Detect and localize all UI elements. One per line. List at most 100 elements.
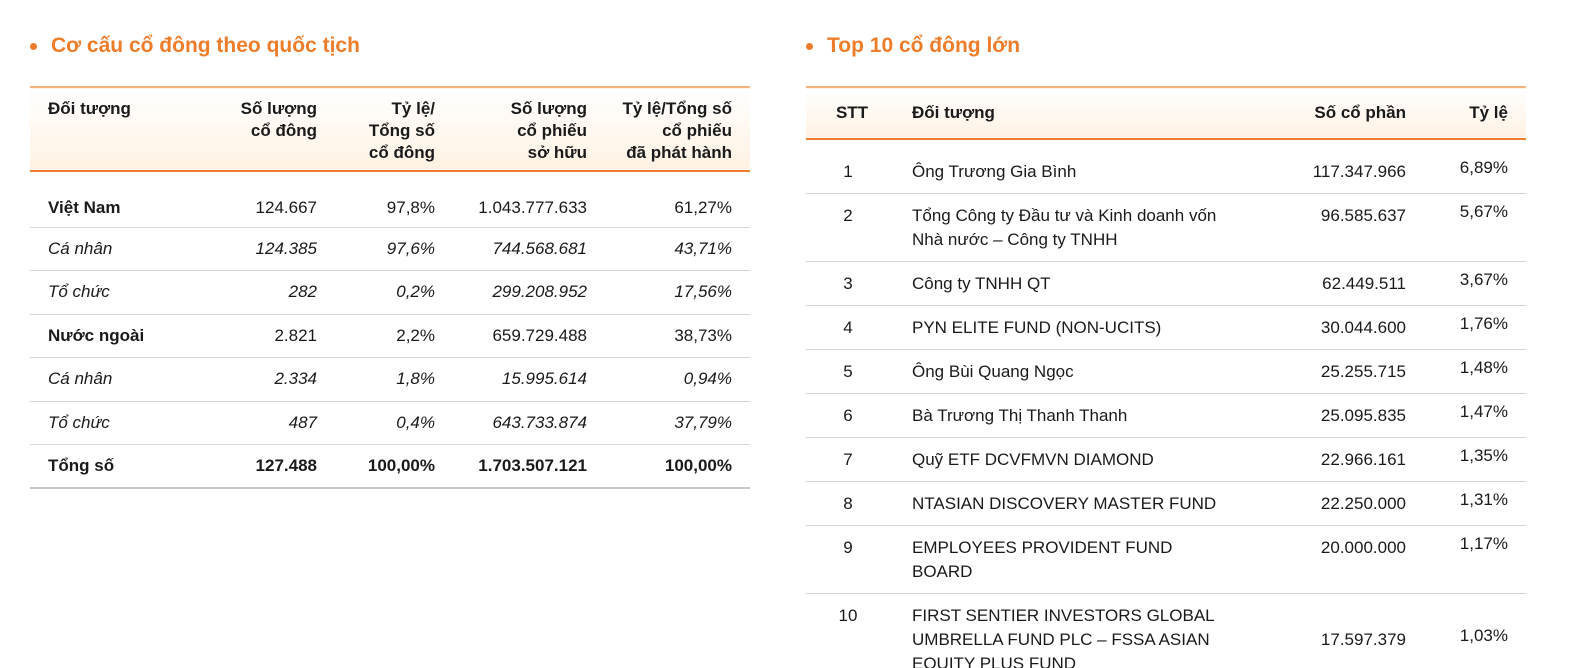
cell-shareholder-count: 124.667 xyxy=(255,198,317,218)
cell-shareholder-ratio: 100,00% xyxy=(367,456,435,475)
section-title: Cơ cấu cổ đông theo quốc tịch xyxy=(51,34,360,57)
cell-stt: 6 xyxy=(843,406,853,425)
cell-stt: 3 xyxy=(843,274,853,293)
ratio-value: 1,17% xyxy=(1459,534,1508,553)
header-shareholder-ratio: Tỷ lệ/ Tổng số cổ đông xyxy=(368,99,435,162)
cell-shares: 96.585.637 xyxy=(1320,206,1406,225)
cell-shareholder-ratio: 0,4% xyxy=(396,412,435,432)
top-shareholders-heading: Top 10 cổ đông lớn xyxy=(806,34,1020,58)
cell-shareholder-name: EMPLOYEES PROVIDENT FUND BOARD xyxy=(912,538,1173,581)
cell-shareholder-name: Tổng Công ty Đầu tư và Kinh doanh vốn Nh… xyxy=(912,206,1217,249)
header-subject: Đối tượng xyxy=(48,99,131,118)
cell-shareholder-count: 2.334 xyxy=(274,369,317,389)
cell-shareholder-name: NTASIAN DISCOVERY MASTER FUND xyxy=(912,494,1217,513)
cell-shares: 20.000.000 xyxy=(1320,538,1406,557)
cell-stt: 9 xyxy=(843,538,853,557)
cell-share-count: 643.733.874 xyxy=(492,412,587,432)
table-row: 4 PYN ELITE FUND (NON-UCITS) 30.044.600 1,7… xyxy=(806,306,1526,350)
cell-share-count: 1.043.777.633 xyxy=(478,198,587,218)
table-row: 3 Công ty TNHH QT 62.449.511 3,67% xyxy=(806,262,1526,306)
cell-share-count: 15.995.614 xyxy=(501,369,587,389)
cell-stt: 1 xyxy=(843,162,853,181)
cell-ratio: 1,31% xyxy=(1416,482,1526,526)
cell-subject: Tổ chức xyxy=(48,412,110,432)
section-title: Top 10 cổ đông lớn xyxy=(827,34,1021,57)
table-row: 6 Bà Trương Thị Thanh Thanh 25.095.835 1,47… xyxy=(806,394,1526,438)
cell-shareholder-ratio: 2,2% xyxy=(396,325,435,345)
header-share-count: Số lượng cổ phiếu sở hữu xyxy=(510,99,587,162)
header-shareholder-count: Số lượng cổ đông xyxy=(240,99,317,140)
cell-shares: 117.347.966 xyxy=(1312,162,1406,181)
cell-stt: 8 xyxy=(843,494,853,513)
cell-stt: 4 xyxy=(843,318,853,337)
cell-share-ratio: 43,71% xyxy=(674,238,732,258)
cell-ratio: 3,67% xyxy=(1416,262,1526,306)
cell-shares: 30.044.600 xyxy=(1320,318,1406,337)
table-row: Cá nhân 2.334 1,8% 15.995.614 0,94% xyxy=(30,358,750,401)
cell-shareholder-count: 487 xyxy=(288,412,317,432)
cell-shares: 25.095.835 xyxy=(1320,406,1406,425)
table-row: Tổ chức 282 0,2% 299.208.952 17,56% xyxy=(30,271,750,314)
ratio-value: 1,31% xyxy=(1459,490,1508,509)
ratio-value: 6,89% xyxy=(1459,158,1508,177)
header-stt: STT xyxy=(835,103,869,122)
shareholder-structure-heading: Cơ cấu cổ đông theo quốc tịch xyxy=(30,34,360,58)
ratio-value: 1,35% xyxy=(1459,446,1508,465)
cell-shareholder-ratio: 97,8% xyxy=(386,198,435,218)
cell-ratio: 1,48% xyxy=(1416,350,1526,394)
bullet-dot-icon xyxy=(30,42,37,50)
cell-shares: 22.250.000 xyxy=(1320,494,1406,513)
cell-share-ratio: 0,94% xyxy=(683,369,732,389)
cell-ratio: 1,76% xyxy=(1416,306,1526,350)
cell-shareholder-name: Bà Trương Thị Thanh Thanh xyxy=(912,406,1128,425)
table-row: 8 NTASIAN DISCOVERY MASTER FUND 22.250.000… xyxy=(806,482,1526,526)
ratio-value: 5,67% xyxy=(1459,202,1508,221)
shareholder-structure-table: Đối tượng Số lượng cổ đông Tỷ lệ/ Tổng s… xyxy=(30,86,750,489)
cell-share-count: 299.208.952 xyxy=(492,282,587,302)
cell-shares: 22.966.161 xyxy=(1320,450,1406,469)
cell-share-count: 659.729.488 xyxy=(492,325,587,345)
cell-shareholder-count: 124.385 xyxy=(255,238,317,258)
cell-subject: Việt Nam xyxy=(48,198,121,218)
cell-share-ratio: 61,27% xyxy=(674,198,732,218)
header-subject: Đối tượng xyxy=(912,103,995,122)
cell-shareholder-name: Ông Bùi Quang Ngọc xyxy=(912,362,1074,381)
ratio-value: 3,67% xyxy=(1459,270,1508,289)
cell-subject: Nước ngoài xyxy=(48,325,145,345)
cell-share-ratio: 17,56% xyxy=(674,282,732,302)
header-share-ratio: Tỷ lệ/Tổng số cổ phiếu đã phát hành xyxy=(622,99,732,162)
cell-shareholder-name: FIRST SENTIER INVESTORS GLOBAL UMBRELLA … xyxy=(912,606,1215,668)
table-row: 9 EMPLOYEES PROVIDENT FUND BOARD 20.000.00… xyxy=(806,526,1526,594)
cell-shareholder-name: Công ty TNHH QT xyxy=(912,274,1051,293)
cell-shares: 25.255.715 xyxy=(1320,362,1406,381)
table-row: Cá nhân 124.385 97,6% 744.568.681 43,71% xyxy=(30,227,750,271)
cell-ratio: 1,03% xyxy=(1416,594,1526,668)
cell-stt: 10 xyxy=(838,606,858,625)
ratio-value: 1,76% xyxy=(1459,314,1508,333)
cell-stt: 7 xyxy=(843,450,853,469)
cell-subject: Cá nhân xyxy=(48,369,113,389)
cell-share-count: 744.568.681 xyxy=(492,238,587,258)
cell-subject: Tổng số xyxy=(48,456,115,475)
cell-shareholder-ratio: 0,2% xyxy=(396,282,435,302)
cell-ratio: 6,89% xyxy=(1416,139,1526,194)
table-row: 1 Ông Trương Gia Bình 117.347.966 6,89% xyxy=(806,139,1526,194)
header-shares: Số cổ phần xyxy=(1314,103,1406,122)
cell-ratio: 1,47% xyxy=(1416,394,1526,438)
top-shareholders-table: STT Đối tượng Số cổ phần Tỷ lệ 1 Ông Trươ… xyxy=(806,86,1526,668)
cell-stt: 5 xyxy=(843,362,853,381)
cell-ratio: 1,35% xyxy=(1416,438,1526,482)
table-header-row: STT Đối tượng Số cổ phần Tỷ lệ xyxy=(806,87,1526,139)
cell-shareholder-count: 127.488 xyxy=(255,456,317,475)
cell-shares: 17.597.379 xyxy=(1320,630,1406,649)
ratio-value: 1,47% xyxy=(1459,402,1508,421)
ratio-value: 1,03% xyxy=(1459,626,1508,645)
cell-ratio: 1,17% xyxy=(1416,526,1526,594)
cell-shareholder-count: 2.821 xyxy=(274,325,317,345)
cell-shares: 62.449.511 xyxy=(1322,274,1406,293)
total-row: Tổng số 127.488 100,00% 1.703.507.121 100,00… xyxy=(30,445,750,488)
table-row: 7 Quỹ ETF DCVFMVN DIAMOND 22.966.161 1,35% xyxy=(806,438,1526,482)
cell-share-ratio: 37,79% xyxy=(674,412,732,432)
cell-shareholder-name: Ông Trương Gia Bình xyxy=(912,162,1077,181)
table-row: 2 Tổng Công ty Đầu tư và Kinh doanh vốn N… xyxy=(806,194,1526,262)
